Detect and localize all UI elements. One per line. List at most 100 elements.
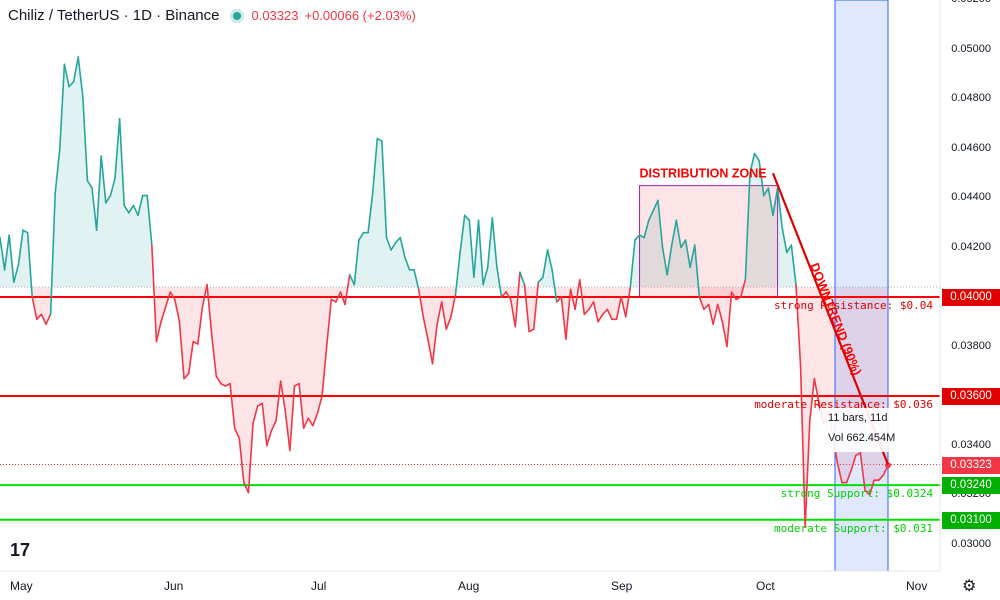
series-segment bbox=[174, 298, 181, 323]
series-segment bbox=[8, 234, 15, 283]
level-price-tag: 0.03600 bbox=[942, 388, 1000, 405]
series-segment bbox=[845, 469, 852, 484]
series-segment bbox=[22, 229, 29, 234]
chart-header: Chiliz / TetherUS · 1D · Binance 0.03323… bbox=[8, 7, 416, 24]
series-segment bbox=[491, 217, 498, 269]
series-segment bbox=[684, 239, 691, 269]
x-tick-label: Nov bbox=[906, 579, 928, 593]
series-segment bbox=[381, 140, 388, 239]
y-tick-label: 0.05000 bbox=[951, 42, 991, 55]
series-segment bbox=[804, 419, 811, 528]
series-segment bbox=[59, 63, 66, 150]
series-segment bbox=[569, 288, 576, 311]
series-segment bbox=[606, 308, 613, 321]
series-segment bbox=[680, 239, 687, 249]
series-segment bbox=[68, 80, 75, 88]
y-tick-label: 0.05200 bbox=[951, 0, 991, 5]
series-segment bbox=[767, 187, 774, 217]
series-segment bbox=[197, 306, 204, 345]
level-price-tag: 0.03100 bbox=[942, 511, 1000, 529]
series-segment bbox=[781, 226, 788, 254]
y-tick-label: 0.04400 bbox=[951, 191, 991, 203]
series-segment bbox=[270, 419, 277, 432]
series-segment bbox=[422, 315, 429, 340]
series-segment bbox=[325, 298, 333, 348]
series-segment bbox=[813, 377, 820, 405]
series-segment bbox=[31, 296, 38, 321]
distribution-zone-label: DISTRIBUTION ZONE bbox=[640, 167, 767, 181]
series-segment bbox=[459, 214, 466, 254]
series-segment bbox=[670, 219, 678, 246]
series-segment bbox=[215, 375, 222, 385]
series-segment bbox=[192, 340, 199, 345]
series-segment bbox=[726, 291, 733, 348]
series-segment bbox=[578, 278, 586, 316]
series-segment bbox=[344, 273, 351, 306]
level-text-label: strong Support: $0.0324 bbox=[780, 487, 933, 501]
series-segment bbox=[243, 481, 250, 494]
series-segment bbox=[36, 313, 43, 321]
series-segment bbox=[712, 303, 719, 326]
series-segment bbox=[666, 244, 673, 276]
series-segment bbox=[105, 194, 112, 204]
series-segment bbox=[279, 380, 287, 412]
series-segment bbox=[703, 303, 710, 311]
series-segment bbox=[592, 301, 599, 323]
series-segment bbox=[528, 328, 535, 333]
series-segment bbox=[864, 489, 871, 496]
series-segment bbox=[252, 405, 259, 425]
series-segment bbox=[82, 95, 89, 182]
series-segment bbox=[307, 417, 314, 427]
series-segment bbox=[155, 320, 162, 343]
series-segment bbox=[730, 291, 737, 301]
series-segment bbox=[371, 137, 379, 194]
x-tick-label: Aug bbox=[458, 579, 480, 593]
series-segment bbox=[224, 382, 231, 387]
series-segment bbox=[247, 422, 254, 494]
series-segment bbox=[261, 402, 268, 447]
series-segment bbox=[390, 241, 397, 251]
series-segment bbox=[850, 454, 857, 472]
series-segment bbox=[312, 412, 319, 427]
series-segment bbox=[339, 291, 346, 306]
area-fill-below bbox=[0, 287, 888, 528]
series-segment bbox=[519, 271, 526, 286]
series-segment bbox=[496, 266, 503, 298]
series-segment bbox=[450, 293, 457, 318]
price-change: +0.00066 (+2.03%) bbox=[304, 8, 416, 23]
series-segment bbox=[385, 236, 392, 251]
series-segment bbox=[436, 301, 443, 326]
settings-gear-icon[interactable]: ⚙ bbox=[962, 578, 977, 595]
symbol-title[interactable]: Chiliz / TetherUS · 1D · Binance bbox=[8, 7, 220, 24]
series-segment bbox=[546, 249, 553, 271]
series-segment bbox=[638, 234, 645, 239]
series-segment bbox=[91, 187, 98, 231]
series-segment bbox=[427, 338, 434, 365]
market-status-icon bbox=[233, 11, 242, 20]
series-segment bbox=[0, 236, 6, 271]
y-tick-label: 0.04600 bbox=[951, 141, 991, 154]
series-segment bbox=[316, 395, 323, 415]
series-segment bbox=[137, 194, 144, 217]
series-segment bbox=[473, 219, 480, 279]
series-segment bbox=[509, 298, 517, 328]
series-segment bbox=[54, 147, 61, 194]
y-tick-label: 0.04800 bbox=[951, 92, 991, 104]
series-segment bbox=[118, 118, 126, 207]
series-segment bbox=[624, 286, 632, 318]
series-segment bbox=[657, 199, 664, 249]
series-segment bbox=[542, 249, 549, 279]
series-segment bbox=[551, 268, 558, 303]
series-segment bbox=[358, 231, 365, 241]
series-segment bbox=[330, 298, 337, 303]
series-segment bbox=[785, 244, 793, 254]
level-text-label: strong Resistance: $0.04 bbox=[774, 299, 933, 312]
tradingview-logo-icon[interactable]: 17 bbox=[10, 540, 31, 560]
measure-bars: 11 bars, 11d bbox=[828, 412, 888, 424]
series-segment bbox=[620, 296, 627, 318]
series-segment bbox=[597, 313, 604, 323]
series-segment bbox=[716, 303, 724, 323]
series-segment bbox=[776, 187, 783, 229]
series-segment bbox=[744, 172, 751, 281]
